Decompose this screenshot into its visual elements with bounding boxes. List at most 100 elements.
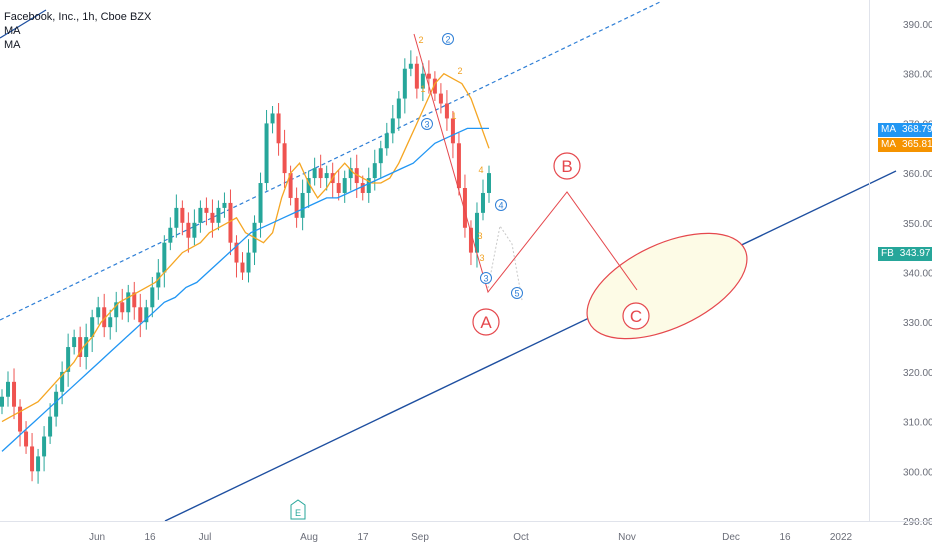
price-tick-label: 310.00: [903, 418, 932, 429]
candle-body: [72, 337, 77, 348]
circled-wave-marker: [421, 118, 433, 130]
ma-fast-price-tag: MA 365.81: [878, 138, 932, 152]
candle-body: [36, 456, 41, 472]
candle-body: [60, 371, 65, 392]
candle-body: [318, 168, 323, 179]
circled-wave-label: 5: [514, 289, 519, 299]
subwave-label: 2: [418, 35, 423, 45]
candle-body: [300, 192, 305, 218]
subwave-label: 1: [420, 84, 425, 94]
candle-body: [306, 178, 311, 193]
time-tick-label: Jul: [199, 532, 212, 543]
candle-body: [192, 222, 197, 238]
circled-wave-label: 3: [483, 274, 488, 284]
time-tick-label: 17: [357, 532, 369, 543]
time-tick-label: 16: [144, 532, 156, 543]
time-axis[interactable]: [0, 521, 932, 551]
candle-body: [288, 173, 293, 198]
circled-wave-marker: [511, 287, 523, 299]
wave-b-label: B: [561, 157, 572, 176]
chart-title: Facebook, Inc., 1h, Cboe BZX: [4, 11, 152, 23]
ma-fast-line: [1, 72, 490, 423]
time-tick-label: Aug: [300, 532, 318, 543]
time-tick-label: Jun: [89, 532, 105, 543]
candle-body: [462, 188, 467, 228]
symbol-price-tag: FB 343.97: [878, 247, 932, 261]
candle-body: [246, 252, 251, 273]
candle-body: [426, 73, 431, 79]
candle-body: [180, 207, 185, 223]
legend-ma-slow[interactable]: MA: [4, 39, 21, 51]
candle-body: [108, 317, 113, 328]
time-tick-label: 2022: [830, 532, 853, 543]
candle-body: [258, 183, 263, 223]
candle-body: [444, 103, 449, 119]
wave-c-label: C: [630, 307, 642, 326]
candle-body: [6, 381, 11, 397]
earnings-label: E: [295, 508, 301, 518]
candle-body: [204, 207, 209, 213]
subwave-label: 1: [451, 111, 456, 121]
candle-body: [487, 173, 491, 193]
candle-body: [294, 197, 299, 218]
candle-body: [432, 78, 437, 94]
upper-channel-line: [0, 1, 661, 321]
candle-body: [222, 202, 227, 208]
subwave-label: 4: [478, 165, 483, 175]
candle-body: [144, 307, 149, 323]
price-tick-label: 380.00: [903, 70, 932, 81]
candle-body: [228, 202, 233, 243]
price-tick-label: 340.00: [903, 269, 932, 280]
candle-body: [210, 212, 215, 223]
candle-body: [84, 337, 89, 357]
candle-body: [186, 222, 191, 238]
candle-body: [216, 207, 221, 223]
subwave-label: 3: [477, 231, 482, 241]
candle-body: [474, 212, 479, 253]
price-tick-label: 390.00: [903, 20, 932, 31]
circled-wave-marker: [442, 33, 454, 45]
candle-body: [450, 118, 455, 144]
ma-slow-price-tag: MA 368.79: [878, 123, 932, 137]
candle-body: [198, 207, 203, 223]
candle-body: [18, 406, 23, 432]
candle-body: [366, 178, 371, 193]
candle-body: [90, 317, 95, 338]
candle-body: [132, 292, 137, 308]
candle-body: [12, 381, 17, 407]
candle-body: [342, 178, 347, 193]
candle-body: [42, 436, 47, 457]
candle-body: [162, 242, 167, 273]
time-tick-label: Sep: [411, 532, 429, 543]
legend-ma-fast[interactable]: MA: [4, 25, 21, 37]
candle-body: [270, 113, 275, 124]
price-tick-label: 350.00: [903, 219, 932, 230]
projection-path: [487, 224, 523, 301]
candle-body: [378, 148, 383, 164]
candle-body: [438, 93, 443, 104]
circled-wave-label: 3: [424, 120, 429, 130]
candle-body: [324, 173, 329, 179]
circled-wave-label: 2: [445, 35, 450, 45]
lower-trend-line: [164, 170, 897, 522]
abc-wave-path: [413, 33, 638, 294]
candle-body: [372, 163, 377, 179]
wave-a-label: A: [480, 313, 492, 332]
wave-a-circle: [472, 308, 500, 336]
candle-body: [30, 446, 35, 472]
candle-body: [396, 98, 401, 119]
time-tick-label: Nov: [618, 532, 636, 543]
candle-body: [348, 168, 353, 179]
candle-body: [480, 192, 485, 213]
price-tick-label: 290.00: [903, 517, 932, 528]
candle-body: [102, 307, 107, 328]
price-axis[interactable]: [869, 0, 932, 521]
candle-body: [276, 113, 281, 144]
candle-body: [240, 262, 245, 273]
candle-body: [78, 337, 83, 357]
time-tick-label: Oct: [513, 532, 529, 543]
earnings-icon: [290, 499, 306, 520]
candle-body: [360, 183, 365, 193]
